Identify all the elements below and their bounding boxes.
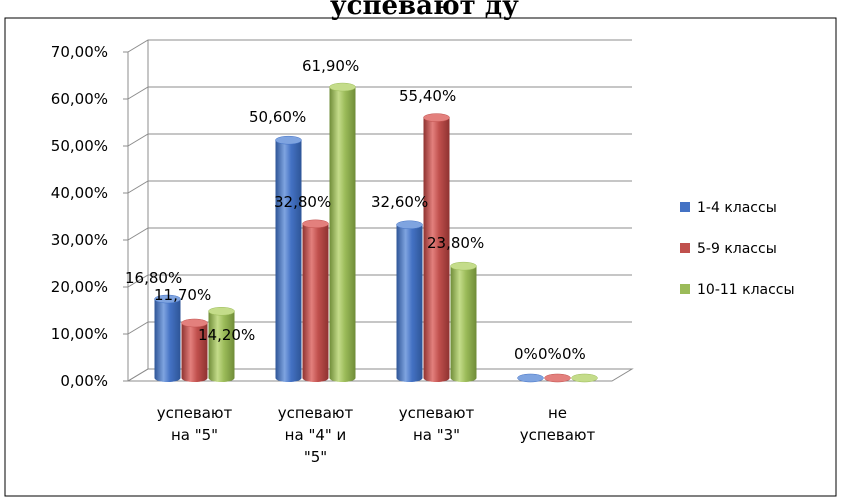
y-tick-label: 60,00% — [51, 90, 108, 108]
bar-body — [396, 224, 423, 382]
data-label: 23,80% — [427, 234, 484, 252]
y-tick-label: 20,00% — [51, 278, 108, 296]
bar — [302, 219, 329, 382]
bar-top — [275, 135, 302, 145]
bar — [450, 261, 477, 382]
bar — [423, 113, 450, 383]
x-tick-label: успевают — [278, 404, 354, 422]
bar-body — [329, 87, 356, 382]
y-tick-label: 10,00% — [51, 325, 108, 343]
bar-top — [423, 113, 450, 122]
gridline — [127, 227, 632, 241]
legend-swatch — [680, 202, 690, 212]
bar-top — [571, 373, 598, 383]
data-label: 0% — [538, 345, 562, 363]
x-tick-label: "5" — [304, 448, 327, 466]
x-tick-label: не — [548, 404, 567, 422]
bar — [154, 294, 181, 382]
plot-area: 0,00% 10,00% 20,00% 30,00% 40,00% 50,00% 60,00… — [51, 39, 634, 466]
y-tick-label: 40,00% — [51, 184, 108, 202]
bar-body — [208, 311, 235, 382]
legend-label: 5-9 классы — [697, 241, 777, 257]
bar-body — [154, 299, 181, 382]
bar-top — [302, 219, 329, 229]
bar — [275, 135, 302, 382]
legend: 1-4 классы 5-9 классы 10-11 классы — [680, 200, 795, 298]
x-tick-label: на "3" — [413, 426, 460, 444]
bar-top — [208, 307, 235, 316]
page-heading: успевают ду — [330, 0, 519, 21]
bar — [571, 373, 598, 383]
bar — [396, 220, 423, 382]
x-tick-label: на "4" и — [285, 426, 347, 444]
y-tick-label: 0,00% — [60, 372, 108, 390]
data-label: 11,70% — [154, 286, 211, 304]
y-tick-label: 70,00% — [51, 43, 108, 61]
bar-top — [181, 318, 208, 328]
x-tick-label: успевают — [520, 426, 596, 444]
bar-body — [450, 266, 477, 382]
legend-label: 1-4 классы — [697, 200, 777, 216]
bar — [329, 82, 356, 382]
legend-label: 10-11 классы — [697, 282, 795, 298]
y-tick-label: 50,00% — [51, 137, 108, 155]
bar-top — [450, 261, 477, 271]
bar — [517, 373, 544, 383]
legend-swatch — [680, 243, 690, 253]
data-label: 0% — [514, 345, 538, 363]
bar-body — [423, 117, 450, 383]
bar-top — [329, 82, 356, 92]
data-label: 0% — [562, 345, 586, 363]
gridline — [127, 86, 632, 100]
data-label: 55,40% — [399, 87, 456, 105]
data-label: 16,80% — [125, 269, 182, 287]
gridline — [127, 133, 632, 147]
bar — [208, 307, 235, 382]
bar-top — [396, 220, 423, 230]
chart-area-border — [4, 17, 837, 497]
data-label: 32,80% — [274, 193, 331, 211]
data-label: 14,20% — [198, 326, 255, 344]
x-tick-label: успевают — [157, 404, 233, 422]
bar-top — [517, 373, 544, 383]
gridline — [127, 39, 632, 53]
bar-body — [275, 140, 302, 382]
data-label: 32,60% — [371, 193, 428, 211]
bar — [181, 318, 208, 382]
bar-body — [181, 323, 208, 382]
bar-top — [544, 373, 571, 383]
legend-swatch — [680, 284, 690, 294]
bar-body — [302, 223, 329, 382]
bar-top — [154, 294, 181, 304]
x-tick-label: на "5" — [171, 426, 218, 444]
floor — [126, 368, 634, 382]
x-tick-label: успевают — [399, 404, 475, 422]
data-label: 61,90% — [302, 57, 359, 75]
data-label: 50,60% — [249, 108, 306, 126]
gridline — [127, 180, 632, 194]
y-tick-label: 30,00% — [51, 231, 108, 249]
bar — [544, 373, 571, 383]
